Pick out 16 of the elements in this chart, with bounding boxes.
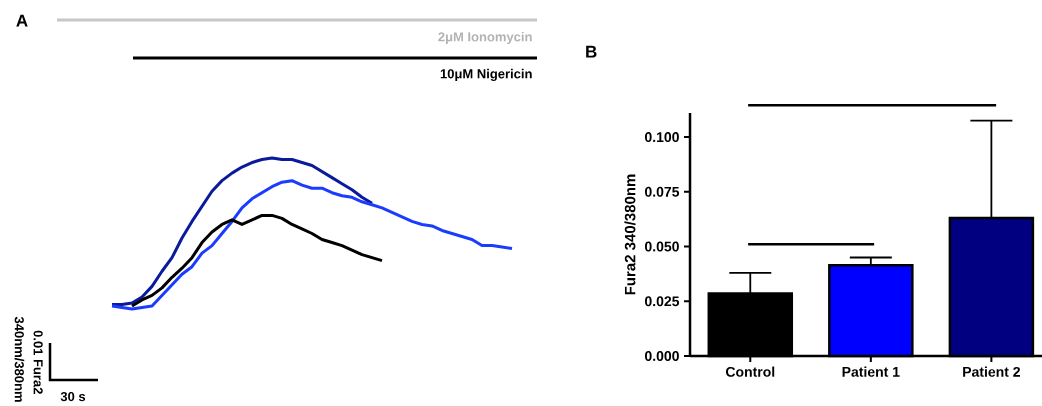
x-tick-label: Patient 1 [842,366,900,377]
y-tick-label: 0.100 [644,132,679,143]
text: 0.01 Fura2 [33,330,43,394]
text: A [16,14,28,27]
y-tick-label: 0.000 [644,351,679,361]
y-tick-label: 0.025 [644,296,680,307]
text: B [586,45,597,58]
text: 340nm/380nm [14,316,25,402]
y-tick-label: 0.075 [644,186,680,197]
x-tick-label: Patient 2 [963,366,1020,377]
y-tick-label: 0.050 [644,241,679,252]
text: 2μM Ionomycin [438,31,532,45]
y-axis-title: Fura2 340/380nm [624,174,636,295]
text: 10μM Nigericin [440,68,532,82]
x-tick-label: Control [725,366,775,377]
text: 30 s [60,391,86,402]
